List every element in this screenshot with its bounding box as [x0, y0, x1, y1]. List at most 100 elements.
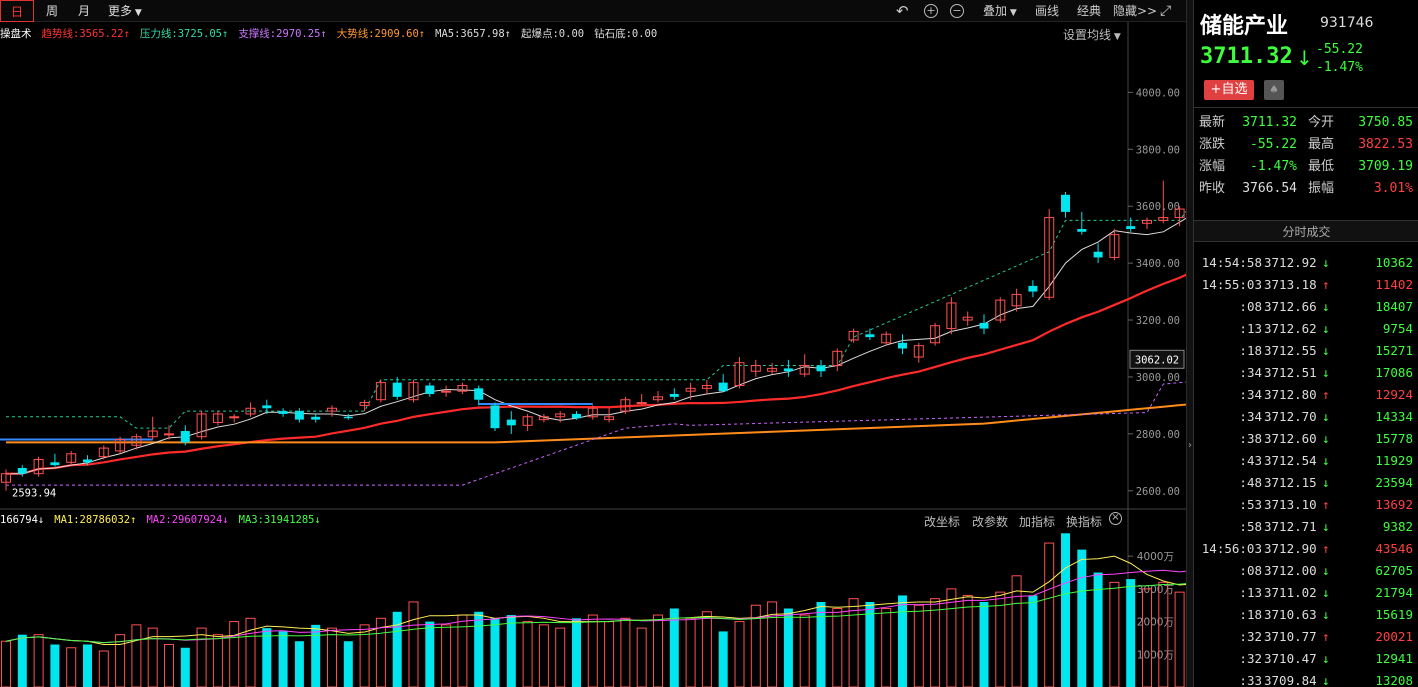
undo-icon[interactable]: ↶	[896, 2, 909, 20]
trade-price: 3712.92	[1264, 255, 1317, 270]
candle-body	[311, 416, 321, 420]
quote-value: 3.01%	[1373, 181, 1413, 196]
drawline-button[interactable]: 画线	[1035, 4, 1060, 18]
quote-value: 3711.32	[1242, 115, 1297, 130]
candlestick-chart[interactable]: 4000.00 3800.00 3600.00 3400.00 3200.00 3000.…	[0, 0, 1186, 687]
volume-axis-label: 1000万	[1137, 649, 1174, 661]
volume-bar	[685, 617, 696, 687]
quote-label: 昨收	[1199, 181, 1226, 196]
trade-direction-icon: ↑	[1322, 277, 1330, 292]
volume-bar	[33, 634, 44, 687]
tab-monthly[interactable]: 月	[78, 4, 91, 18]
volume-bar	[17, 634, 27, 687]
chart-toolbar: 日 周 月 更多 ▼ ↶ + − 叠加 ▼ 画线 经典 隐藏>> ⤢	[0, 0, 1188, 22]
trade-volume: 15271	[1375, 343, 1413, 358]
quote-label: 最低	[1308, 159, 1335, 174]
trade-price: 3712.55	[1264, 343, 1317, 358]
trade-time: :38	[1239, 431, 1262, 446]
vol-button-3[interactable]: 换指标	[1066, 515, 1103, 529]
legend-item-0: 操盘术	[0, 28, 32, 40]
collapse-arrow-icon[interactable]: ›	[1188, 440, 1192, 451]
volume-bar	[620, 617, 631, 687]
volume-bar	[750, 604, 761, 687]
volume-bar	[245, 617, 256, 687]
volume-bar	[1142, 588, 1152, 687]
candle-body	[620, 399, 631, 412]
volume-bar	[946, 588, 957, 687]
candle-body	[1174, 208, 1185, 219]
volume-bar	[506, 615, 516, 687]
candle-body	[701, 384, 712, 389]
zoom-out-icon[interactable]: −	[950, 4, 964, 18]
close-icon[interactable]: ×	[1109, 512, 1122, 525]
tab-more-label: 更多	[108, 4, 133, 18]
tab-daily[interactable]: 日	[0, 0, 34, 22]
volume-bar	[522, 621, 533, 687]
vol-button-0[interactable]: 改坐标	[924, 515, 961, 529]
quote-label: 最高	[1308, 137, 1335, 152]
indicator-legend: 操盘术 趋势线:3565.22↑ 压力线:3725.05↑ 支撑线:2970.25↑ 大…	[0, 25, 667, 43]
tab-weekly[interactable]: 周	[46, 4, 59, 18]
price-axis-label: 2600.00	[1136, 486, 1180, 498]
legend-item-2: 压力线:3725.05↑	[139, 28, 229, 40]
candle-body	[229, 416, 240, 419]
trade-direction-icon: ↓	[1322, 365, 1330, 380]
candle-body	[865, 334, 875, 338]
overlay-button[interactable]: 叠加 ▼	[983, 0, 1017, 22]
candle-body	[33, 458, 44, 475]
candle-body	[425, 385, 435, 395]
classic-button[interactable]: 经典	[1077, 4, 1102, 18]
candle-body	[587, 407, 598, 418]
trade-row: 14:55:03 3713.18 ↑ 11402	[1194, 274, 1418, 296]
trade-price: 3713.10	[1264, 497, 1317, 512]
volume-bar	[196, 627, 207, 687]
candle-body	[490, 405, 500, 429]
candle-body	[653, 396, 663, 401]
candle-body	[83, 459, 92, 463]
volume-bar	[212, 634, 223, 687]
volume-bar	[962, 594, 973, 687]
trade-row: :32 3710.77 ↑ 20021	[1194, 626, 1418, 648]
trade-direction-icon: ↓	[1322, 651, 1330, 666]
volume-axis-label: 2000万	[1137, 617, 1174, 629]
trade-time: 14:54:58	[1201, 255, 1262, 270]
volume-bar	[734, 621, 745, 687]
zoom-in-icon[interactable]: +	[924, 4, 938, 18]
volume-bar	[98, 650, 109, 687]
candle-body	[962, 316, 973, 321]
trade-direction-icon: ↓	[1322, 519, 1330, 534]
trade-time: :34	[1239, 409, 1262, 424]
fullscreen-icon[interactable]: ⤢	[1160, 3, 1172, 19]
vol-button-2[interactable]: 加指标	[1019, 515, 1056, 529]
candle-body	[913, 345, 924, 358]
trade-price: 3712.80	[1264, 387, 1317, 402]
candle-body	[572, 413, 581, 419]
alert-bell-icon[interactable]: ♠	[1264, 80, 1284, 100]
pressure-line	[6, 210, 1186, 429]
price-axis-label: 3800.00	[1136, 144, 1180, 156]
candle-body	[783, 368, 793, 372]
trade-time: :34	[1239, 387, 1262, 402]
candle-body	[522, 416, 533, 426]
trade-direction-icon: ↓	[1322, 431, 1330, 446]
volume-bar	[572, 618, 581, 687]
hide-button[interactable]: 隐藏>>	[1113, 4, 1158, 18]
candle-body	[343, 416, 353, 419]
quote-value: -1.47%	[1250, 159, 1297, 174]
volume-bar	[425, 621, 435, 687]
tab-more[interactable]: 更多 ▼	[108, 0, 142, 22]
volume-bar	[604, 621, 615, 687]
panel-splitter[interactable]: ›	[1186, 0, 1193, 687]
vol-button-1[interactable]: 改参数	[972, 515, 1009, 529]
volume-bar	[359, 624, 370, 687]
trade-price: 3712.62	[1264, 321, 1317, 336]
legend-item-4: 大势线:2909.60↑	[336, 28, 426, 40]
trade-time: :48	[1239, 475, 1262, 490]
candle-body	[604, 416, 615, 421]
add-watchlist-button[interactable]: +自选	[1204, 80, 1254, 100]
candle-body	[1, 473, 11, 483]
trade-direction-icon: ↓	[1322, 409, 1330, 424]
trade-volume: 9754	[1382, 321, 1413, 336]
set-ma-button[interactable]: 设置均线 ▼	[1063, 26, 1121, 43]
volume-bar	[180, 647, 190, 687]
